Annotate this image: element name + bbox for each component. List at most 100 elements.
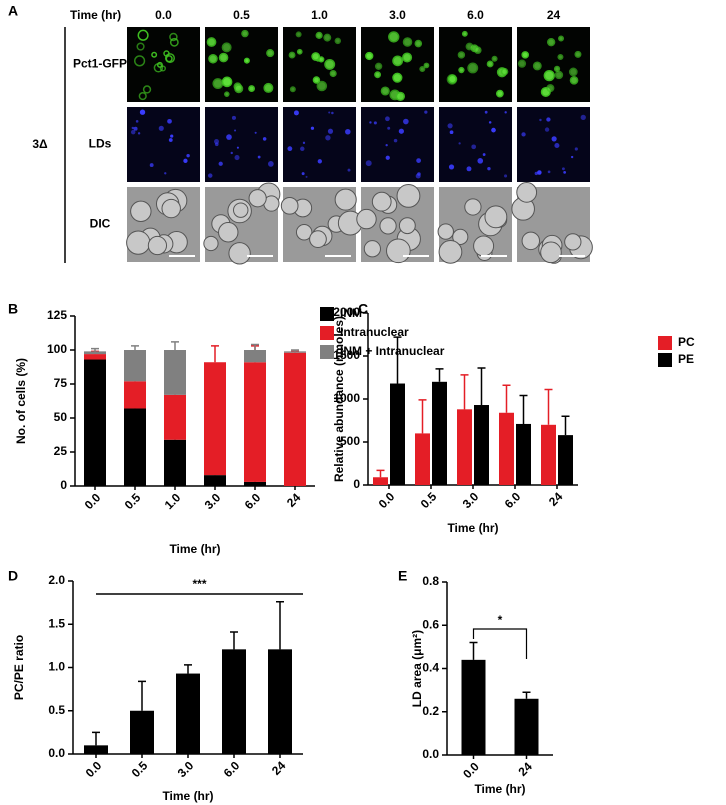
cell bbox=[447, 74, 457, 84]
cell bbox=[465, 42, 474, 51]
droplet bbox=[458, 142, 461, 145]
droplet bbox=[539, 118, 542, 122]
cell bbox=[153, 63, 164, 73]
cell bbox=[464, 198, 482, 216]
cell bbox=[521, 51, 530, 59]
x-tick-label: 0.0 bbox=[460, 759, 482, 781]
cell bbox=[457, 51, 466, 59]
droplet bbox=[133, 126, 138, 131]
x-tick-label: 24 bbox=[516, 759, 536, 779]
bar bbox=[499, 412, 514, 485]
cell bbox=[564, 233, 582, 251]
error-bar bbox=[544, 388, 553, 425]
bar bbox=[124, 408, 146, 486]
droplet bbox=[130, 129, 136, 135]
cell bbox=[365, 51, 374, 61]
droplet bbox=[574, 147, 578, 151]
micrograph bbox=[361, 107, 434, 182]
cell bbox=[133, 55, 146, 67]
droplet bbox=[158, 125, 164, 131]
droplet bbox=[345, 128, 351, 135]
bar bbox=[244, 362, 266, 482]
droplet bbox=[580, 114, 586, 121]
cell bbox=[232, 202, 249, 218]
y-tick-label: 500 bbox=[340, 434, 360, 448]
cell bbox=[316, 80, 328, 92]
y-tick-label: 75 bbox=[54, 376, 68, 390]
cell bbox=[234, 84, 244, 94]
x-tick-label: 3.0 bbox=[202, 490, 224, 512]
cell bbox=[540, 241, 562, 264]
cell bbox=[221, 76, 233, 88]
droplet bbox=[504, 111, 507, 114]
error-bar bbox=[393, 336, 402, 384]
micrograph bbox=[439, 107, 512, 182]
x-tick-label: 6.0 bbox=[221, 758, 243, 780]
error-bar bbox=[91, 347, 99, 352]
cell bbox=[263, 82, 274, 93]
bar bbox=[130, 710, 154, 754]
cell bbox=[419, 65, 426, 72]
micrograph bbox=[517, 27, 590, 102]
droplet bbox=[385, 155, 390, 160]
legend-label: INM + Intranuclear bbox=[340, 344, 445, 358]
bar bbox=[244, 350, 266, 363]
droplet bbox=[544, 127, 550, 132]
x-axis-label: Time (hr) bbox=[447, 521, 498, 535]
cell bbox=[516, 181, 538, 203]
cell bbox=[334, 37, 342, 45]
droplet bbox=[234, 129, 237, 132]
cell bbox=[221, 42, 232, 53]
x-tick-label: 24 bbox=[284, 490, 304, 510]
droplet bbox=[135, 120, 139, 123]
y-tick-label: 100 bbox=[47, 342, 67, 356]
y-tick-label: 25 bbox=[54, 444, 68, 458]
cell bbox=[461, 30, 468, 37]
y-tick-label: 1500 bbox=[333, 348, 360, 362]
cell bbox=[147, 235, 168, 256]
bar bbox=[284, 352, 306, 486]
error-bar bbox=[171, 341, 179, 350]
x-tick-label: 0.5 bbox=[122, 490, 144, 512]
bar bbox=[84, 351, 106, 355]
droplet bbox=[139, 109, 146, 115]
x-tick-label: 6.0 bbox=[502, 489, 524, 511]
droplet bbox=[546, 117, 551, 122]
bar bbox=[222, 649, 246, 754]
error-bar bbox=[519, 394, 528, 424]
cell bbox=[324, 58, 336, 70]
cell bbox=[500, 67, 509, 76]
bar bbox=[432, 381, 447, 485]
cell bbox=[218, 222, 239, 243]
droplet bbox=[561, 167, 565, 171]
time-label: 24 bbox=[547, 8, 561, 22]
y-axis-label: LD area (μm²) bbox=[410, 630, 424, 707]
droplet bbox=[131, 126, 135, 130]
x-tick-label: 0.0 bbox=[376, 489, 398, 511]
cell bbox=[329, 69, 337, 78]
droplet bbox=[213, 138, 220, 144]
droplet bbox=[448, 164, 455, 170]
error-bar bbox=[522, 691, 531, 699]
error-bar bbox=[460, 374, 469, 410]
bar bbox=[373, 477, 388, 485]
error-bar bbox=[435, 368, 444, 382]
error-bar bbox=[138, 680, 146, 711]
legend-label: Intranuclear bbox=[340, 325, 409, 339]
x-axis-label: Time (hr) bbox=[169, 542, 220, 556]
y-axis-label: No. of cells (%) bbox=[14, 358, 28, 444]
cell bbox=[521, 231, 541, 251]
cell bbox=[396, 183, 421, 208]
y-tick-label: 1.5 bbox=[48, 616, 65, 630]
cell bbox=[137, 29, 149, 41]
droplet bbox=[325, 135, 331, 141]
cell bbox=[296, 48, 303, 55]
cell bbox=[169, 37, 179, 47]
cell bbox=[395, 91, 405, 102]
cell bbox=[386, 238, 411, 264]
panel-label: A bbox=[8, 3, 18, 19]
droplet bbox=[504, 174, 508, 178]
y-axis-label: Relative abundance (nmoles) bbox=[332, 316, 346, 482]
cell bbox=[228, 242, 251, 265]
cell bbox=[392, 55, 404, 67]
